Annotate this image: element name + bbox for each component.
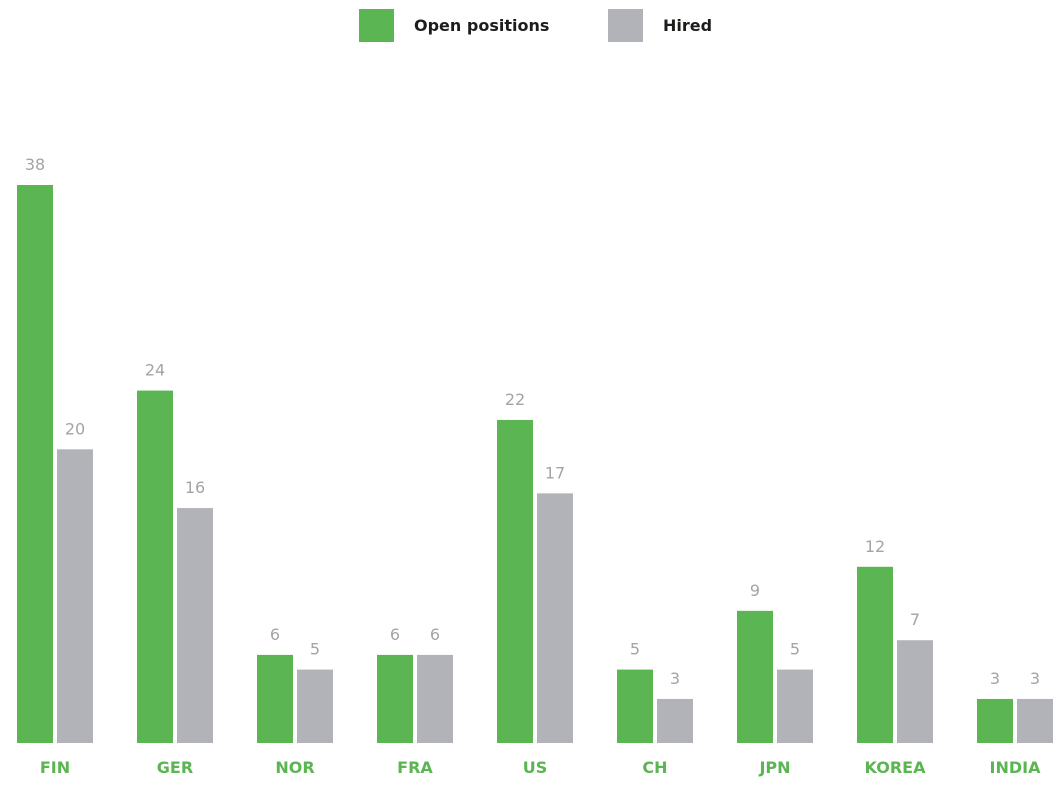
- bar-open-positions-fra: [377, 654, 413, 743]
- legend-swatch-open-positions: [359, 9, 394, 42]
- bar-hired-us: [537, 493, 573, 743]
- data-label-hired-korea: 7: [910, 610, 920, 629]
- bar-open-positions-ch: [617, 669, 653, 743]
- bar-hired-india: [1017, 698, 1053, 743]
- bar-open-positions-korea: [857, 566, 893, 743]
- legend-label-open-positions: Open positions: [414, 16, 550, 35]
- category-label-fin: FIN: [40, 758, 70, 777]
- data-label-hired-india: 3: [1030, 669, 1040, 688]
- bar-hired-korea: [897, 640, 933, 743]
- data-label-open-positions-fin: 38: [25, 155, 45, 174]
- category-label-jpn: JPN: [758, 758, 790, 777]
- data-label-open-positions-jpn: 9: [750, 581, 760, 600]
- category-label-india: INDIA: [990, 758, 1042, 777]
- data-label-open-positions-ch: 5: [630, 640, 640, 659]
- category-label-fra: FRA: [397, 758, 433, 777]
- category-label-ch: CH: [642, 758, 667, 777]
- bar-hired-fra: [417, 654, 453, 743]
- data-label-hired-jpn: 5: [790, 640, 800, 659]
- chart-legend: Open positions Hired: [0, 0, 1059, 60]
- bar-open-positions-us: [497, 419, 533, 743]
- bar-hired-fin: [57, 449, 93, 743]
- data-label-hired-fin: 20: [65, 419, 85, 438]
- bar-hired-jpn: [777, 669, 813, 743]
- data-label-open-positions-us: 22: [505, 390, 525, 409]
- bar-hired-ger: [177, 508, 213, 743]
- data-label-open-positions-india: 3: [990, 669, 1000, 688]
- data-label-hired-us: 17: [545, 463, 565, 482]
- bar-open-positions-fin: [17, 185, 53, 743]
- bar-open-positions-ger: [137, 390, 173, 743]
- legend-item-open-positions: Open positions: [359, 9, 549, 42]
- data-label-open-positions-nor: 6: [270, 625, 280, 644]
- legend-swatch-hired: [608, 9, 643, 42]
- data-label-open-positions-ger: 24: [145, 361, 165, 380]
- data-label-hired-ch: 3: [670, 669, 680, 688]
- category-label-nor: NOR: [275, 758, 314, 777]
- bar-open-positions-nor: [257, 654, 293, 743]
- data-label-open-positions-korea: 12: [865, 537, 885, 556]
- bar-hired-ch: [657, 698, 693, 743]
- data-label-hired-fra: 6: [430, 625, 440, 644]
- data-label-hired-nor: 5: [310, 640, 320, 659]
- category-label-us: US: [523, 758, 548, 777]
- bar-open-positions-jpn: [737, 610, 773, 743]
- legend-label-hired: Hired: [663, 16, 713, 35]
- category-label-korea: KOREA: [865, 758, 927, 777]
- data-label-hired-ger: 16: [185, 478, 205, 497]
- category-label-ger: GER: [157, 758, 193, 777]
- data-label-open-positions-fra: 6: [390, 625, 400, 644]
- bar-hired-nor: [297, 669, 333, 743]
- bar-open-positions-india: [977, 698, 1013, 743]
- legend-item-hired: Hired: [608, 9, 712, 42]
